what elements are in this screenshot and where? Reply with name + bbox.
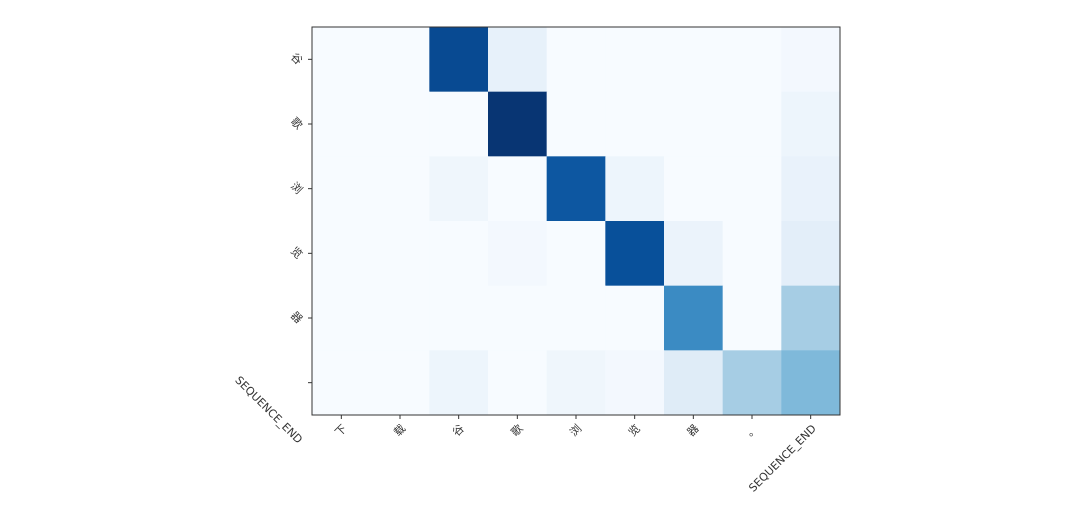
heatmap-cell [312, 221, 372, 287]
heatmap-cell [781, 221, 841, 287]
heatmap-cell [605, 91, 665, 157]
heatmap-cell [546, 285, 606, 351]
heatmap-cell [429, 156, 489, 222]
heatmap-cell [370, 156, 430, 222]
heatmap-cell [722, 27, 782, 93]
heatmap-cell [605, 285, 665, 351]
heatmap-cell [605, 350, 665, 416]
heatmap-cell [781, 285, 841, 351]
heatmap-cell [722, 156, 782, 222]
heatmap-cell [370, 27, 430, 93]
heatmap-cell [488, 91, 548, 157]
heatmap-cell [546, 156, 606, 222]
heatmap-cell [429, 27, 489, 93]
heatmap-cell [370, 285, 430, 351]
heatmap-cell [722, 91, 782, 157]
heatmap-cell [664, 350, 724, 416]
heatmap-cell [781, 27, 841, 93]
heatmap-cell [488, 350, 548, 416]
heatmap-cell [664, 156, 724, 222]
heatmap-cell [546, 350, 606, 416]
heatmap-cell [722, 285, 782, 351]
heatmap-cell [605, 156, 665, 222]
heatmap-cell [370, 350, 430, 416]
heatmap-cell [722, 350, 782, 416]
heatmap-cell [605, 221, 665, 287]
heatmap-cell [546, 91, 606, 157]
heatmap-cell [429, 91, 489, 157]
heatmap-cell [429, 350, 489, 416]
heatmap-cell [546, 221, 606, 287]
heatmap-cell [370, 91, 430, 157]
heatmap-cell [312, 350, 372, 416]
heatmap-cell [488, 285, 548, 351]
heatmap-cell [429, 285, 489, 351]
heatmap-cell [664, 91, 724, 157]
heatmap-cell [605, 27, 665, 93]
heatmap-cell [312, 27, 372, 93]
heatmap-cell [664, 285, 724, 351]
heatmap-cell [312, 156, 372, 222]
heatmap-cell [781, 156, 841, 222]
heatmap-cell [488, 156, 548, 222]
heatmap-cell [488, 27, 548, 93]
heatmap-cell [370, 221, 430, 287]
heatmap-cell [546, 27, 606, 93]
heatmap-cell [312, 91, 372, 157]
heatmap-cell [429, 221, 489, 287]
heatmap-cell [488, 221, 548, 287]
heatmap-cell [312, 285, 372, 351]
heatmap-cell [722, 221, 782, 287]
heatmap-cell [781, 350, 841, 416]
heatmap-cell [781, 91, 841, 157]
heatmap-cell [664, 27, 724, 93]
heatmap-cell [664, 221, 724, 287]
